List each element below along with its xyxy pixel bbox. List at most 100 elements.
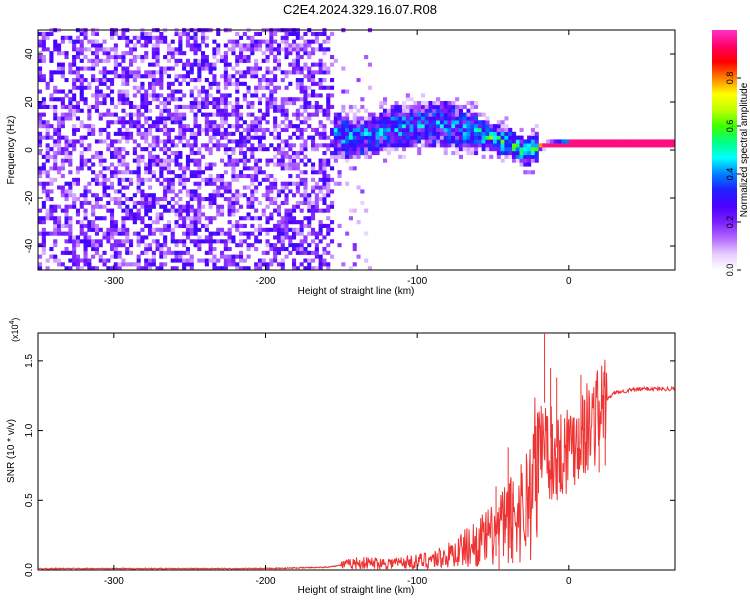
- spectrogram-cell: [250, 154, 255, 159]
- spectrogram-cell: [216, 85, 221, 90]
- spectrogram-cell: [79, 139, 84, 144]
- spectrogram-cell: [94, 200, 99, 205]
- spectrogram-cell: [148, 247, 153, 252]
- spectrogram-cell: [144, 177, 149, 182]
- spectrogram-cell: [212, 135, 217, 140]
- spectrogram-cell: [193, 43, 198, 48]
- spectrogram-cell: [269, 43, 274, 48]
- spectrogram-cell: [409, 139, 414, 144]
- spectrogram-cell: [159, 112, 164, 117]
- spectrogram-cell: [477, 124, 482, 129]
- spectrogram-cell: [500, 120, 505, 125]
- spectrogram-cell: [110, 208, 115, 213]
- spectrogram-cell: [231, 158, 236, 163]
- spectrogram-cell: [322, 193, 327, 198]
- spectrogram-cell: [303, 39, 308, 44]
- spectrogram-cell: [364, 55, 369, 60]
- spectrogram-cell: [360, 97, 365, 102]
- spectrogram-cell: [189, 108, 194, 113]
- spectrogram-cell: [117, 93, 122, 98]
- spectrogram-cell: [159, 93, 164, 98]
- spectrogram-cell: [595, 139, 600, 144]
- spectrogram-cell: [269, 143, 274, 148]
- spectrogram-cell: [345, 151, 350, 156]
- spectrogram-cell: [333, 151, 338, 156]
- spectrogram-cell: [204, 97, 209, 102]
- spectrogram-cell: [148, 70, 153, 75]
- spectrogram-cell: [178, 162, 183, 167]
- spectrogram-cell: [254, 127, 259, 132]
- spectrogram-cell: [231, 177, 236, 182]
- spectrogram-cell: [257, 227, 262, 232]
- spectrogram-cell: [603, 139, 608, 144]
- spectrogram-cell: [504, 143, 509, 148]
- spectrogram-cell: [45, 31, 50, 36]
- spectrogram-cell: [276, 223, 281, 228]
- spectrogram-cell: [75, 74, 80, 79]
- spectrogram-cell: [189, 143, 194, 148]
- spectrogram-cell: [265, 227, 270, 232]
- spectrogram-cell: [64, 51, 69, 56]
- spectrogram-cell: [443, 116, 448, 121]
- spectrogram-cell: [185, 74, 190, 79]
- spectrogram-cell: [235, 158, 240, 163]
- spectrogram-cell: [599, 139, 604, 144]
- spectrogram-cell: [113, 51, 118, 56]
- spectrogram-cell: [208, 200, 213, 205]
- spectrogram-cell: [75, 78, 80, 83]
- spectrogram-cell: [292, 39, 297, 44]
- spectrogram-cell: [159, 204, 164, 209]
- spectrogram-cell: [170, 250, 175, 255]
- spectrogram-cell: [318, 58, 323, 63]
- spectrogram-cell: [121, 116, 126, 121]
- spectrogram-cell: [204, 235, 209, 240]
- spectrogram-cell: [38, 112, 43, 117]
- spectrogram-cell: [117, 127, 122, 132]
- spectrogram-cell: [193, 78, 198, 83]
- spectrogram-cell: [409, 120, 414, 125]
- spectrogram-cell: [117, 262, 122, 267]
- spectrogram-cell: [121, 51, 126, 56]
- spectrogram-cell: [451, 112, 456, 117]
- spectrogram-cell: [663, 139, 668, 144]
- spectrogram-cell: [348, 139, 353, 144]
- spectrogram-cell: [421, 127, 426, 132]
- spectrogram-cell: [197, 74, 202, 79]
- spectrogram-cell: [223, 147, 228, 152]
- spectrogram-cell: [246, 47, 251, 52]
- spectrogram-cell: [125, 235, 130, 240]
- spectrogram-cell: [367, 151, 372, 156]
- spectrogram-cell: [129, 116, 134, 121]
- spectrogram-cell: [170, 97, 175, 102]
- spectrogram-cell: [307, 55, 312, 60]
- spectrogram-cell: [91, 223, 96, 228]
- spectrogram-cell: [337, 131, 342, 136]
- spectrogram-cell: [500, 131, 505, 136]
- spectrogram-cell: [106, 266, 111, 271]
- spectrogram-cell: [227, 212, 232, 217]
- spectrogram-cell: [189, 189, 194, 194]
- spectrogram-cell: [284, 97, 289, 102]
- spectrogram-cell: [284, 212, 289, 217]
- spectrogram-cell: [500, 135, 505, 140]
- spectrogram-cell: [341, 143, 346, 148]
- spectrogram-cell: [383, 112, 388, 117]
- spectrogram-cell: [151, 35, 156, 40]
- spectrogram-cell: [49, 31, 54, 36]
- spectrogram-cell: [166, 85, 171, 90]
- spectrogram-cell: [242, 266, 247, 271]
- spectrogram-cell: [155, 124, 160, 129]
- spectrogram-cell: [242, 47, 247, 52]
- spectrogram-cell: [284, 151, 289, 156]
- spectrogram-cell: [443, 120, 448, 125]
- spectrogram-cell: [182, 74, 187, 79]
- spectrogram-cell: [269, 189, 274, 194]
- spectrogram-cell: [326, 227, 331, 232]
- spectrogram-cell: [201, 112, 206, 117]
- spectrogram-cell: [98, 116, 103, 121]
- spectrogram-cell: [182, 208, 187, 213]
- spectrogram-cell: [121, 208, 126, 213]
- spectrogram-cell: [185, 177, 190, 182]
- spectrogram-cell: [348, 104, 353, 109]
- spectrogram-cell: [159, 181, 164, 186]
